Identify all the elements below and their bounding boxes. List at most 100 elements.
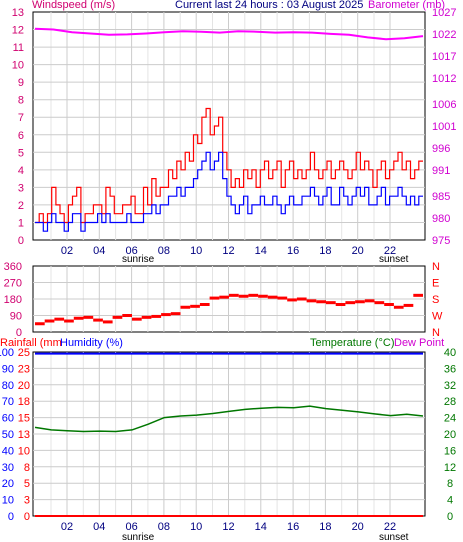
temp-y-tick-label: 16	[444, 445, 456, 457]
baro-y-tick-label: 996	[432, 143, 450, 155]
temp-y-tick-label: 12	[444, 462, 456, 474]
baro-y-tick-label: 1017	[432, 51, 456, 63]
wind-y-tick-label: 4	[18, 165, 24, 177]
wind-y-tick-label: 5	[18, 147, 24, 159]
wind-y-tick-label: 3	[18, 182, 24, 194]
baro-y-tick-label: 985	[432, 191, 450, 203]
humidity-y-tick-label: 60	[2, 413, 14, 425]
x-tick-label: 06	[125, 245, 137, 257]
x-tick-label: 20	[352, 245, 364, 257]
rain-y-tick-label: 23	[18, 363, 30, 375]
humidity-y-tick-label: 100	[0, 347, 14, 359]
sunrise-label-top: sunrise	[122, 254, 155, 265]
barometer-axis-title: Barometer (mb)	[368, 0, 445, 11]
chart-title: Current last 24 hours : 03 August 2025	[175, 0, 363, 11]
humidity-y-tick-label: 40	[2, 445, 14, 457]
x-tick-label: 18	[319, 245, 331, 257]
x-tick-label: 02	[61, 521, 73, 533]
rain-y-tick-label: 0	[24, 511, 30, 523]
baro-y-tick-label: 991	[432, 165, 450, 177]
baro-y-tick-label: 1012	[432, 73, 456, 85]
humidity-axis-title: Humidity (%)	[60, 337, 123, 349]
temp-y-tick-label: 36	[444, 363, 456, 375]
rain-y-tick-label: 8	[24, 462, 30, 474]
temp-y-tick-label: 24	[444, 413, 456, 425]
direction-y-tick-label: 90	[10, 311, 22, 323]
wind-y-tick-label: 8	[18, 95, 24, 107]
rain-y-tick-label: 18	[18, 396, 30, 408]
compass-label: N	[432, 327, 440, 339]
sunset-label-top: sunset	[379, 254, 409, 265]
x-tick-label: 12	[222, 245, 234, 257]
x-tick-label: 14	[255, 521, 267, 533]
wind-y-tick-label: 12	[12, 25, 24, 37]
temperature-axis-title: Temperature (°C)	[310, 337, 394, 349]
data-series	[34, 27, 424, 517]
wind-y-tick-label: 10	[12, 60, 24, 72]
gust-line	[35, 107, 423, 224]
rain-y-tick-label: 10	[18, 445, 30, 457]
x-tick-label: 02	[61, 245, 73, 257]
compass-label: N	[432, 261, 440, 273]
compass-label: W	[432, 311, 443, 323]
sunrise-label-bottom: sunrise	[122, 532, 155, 542]
rain-y-tick-label: 20	[18, 380, 30, 392]
direction-y-tick-label: 0	[16, 327, 22, 339]
rain-y-tick-label: 3	[24, 495, 30, 507]
x-tick-label: 04	[93, 245, 105, 257]
x-tick-label: 06	[125, 521, 137, 533]
barometer-line	[34, 27, 424, 41]
x-tick-label: 16	[287, 521, 299, 533]
wind-y-tick-label: 7	[18, 112, 24, 124]
temperature-line	[34, 405, 424, 433]
x-tick-label: 08	[158, 245, 170, 257]
temp-y-tick-label: 32	[444, 380, 456, 392]
direction-y-tick-label: 180	[4, 294, 22, 306]
baro-y-tick-label: 975	[432, 235, 450, 247]
dewpoint-axis-title: Dew Point	[394, 337, 444, 349]
rain-y-tick-label: 25	[18, 347, 30, 359]
humidity-y-tick-label: 0	[8, 511, 14, 523]
x-tick-label: 22	[384, 245, 396, 257]
rain-y-tick-label: 13	[18, 429, 30, 441]
rainfall-axis-title: Rainfall (mm	[0, 337, 62, 349]
direction-y-tick-label: 360	[4, 261, 22, 273]
x-tick-label: 18	[319, 521, 331, 533]
wind-y-tick-label: 2	[18, 200, 24, 212]
wind-y-tick-label: 6	[18, 130, 24, 142]
windspeed-axis-title: Windspeed (m/s)	[32, 0, 115, 11]
axis-labels: 0123456789101112139759809859919961001100…	[0, 7, 456, 533]
baro-y-tick-label: 980	[432, 213, 450, 225]
humidity-y-tick-label: 50	[2, 429, 14, 441]
baro-y-tick-label: 1001	[432, 121, 456, 133]
humidity-y-tick-label: 20	[2, 478, 14, 490]
direction-y-tick-label: 270	[4, 278, 22, 290]
humidity-y-tick-label: 70	[2, 396, 14, 408]
wind-y-tick-label: 11	[13, 42, 24, 54]
temp-y-tick-label: 20	[444, 429, 456, 441]
x-tick-label: 20	[352, 521, 364, 533]
compass-label: S	[432, 294, 439, 306]
x-tick-label: 04	[93, 521, 105, 533]
temp-y-tick-label: 0	[447, 511, 453, 523]
x-tick-label: 12	[222, 521, 234, 533]
x-tick-label: 08	[158, 521, 170, 533]
temp-y-tick-label: 4	[447, 495, 453, 507]
baro-y-tick-label: 1006	[432, 99, 456, 111]
sunset-label-bottom: sunset	[379, 532, 409, 542]
wind-line	[35, 151, 423, 232]
x-tick-label: 10	[190, 245, 202, 257]
rain-y-tick-label: 5	[24, 478, 30, 490]
x-tick-label: 22	[384, 521, 396, 533]
temp-y-tick-label: 8	[447, 478, 453, 490]
compass-label: E	[432, 278, 439, 290]
wind-y-tick-label: 9	[18, 77, 24, 89]
temp-y-tick-label: 40	[444, 347, 456, 359]
baro-y-tick-label: 1027	[432, 7, 456, 19]
humidity-y-tick-label: 90	[2, 363, 14, 375]
humidity-y-tick-label: 10	[2, 495, 14, 507]
rain-y-tick-label: 15	[18, 413, 30, 425]
temp-y-tick-label: 28	[444, 396, 456, 408]
wind-y-tick-label: 13	[12, 7, 24, 19]
